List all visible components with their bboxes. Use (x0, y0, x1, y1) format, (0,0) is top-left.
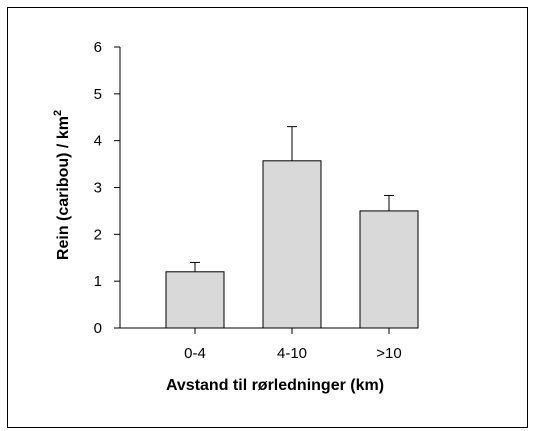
x-tick-label-2: >10 (376, 345, 401, 362)
y-axis-title-superscript: 2 (52, 110, 64, 116)
y-tick-label-1: 1 (94, 273, 102, 290)
bar-2 (359, 210, 419, 329)
error-bars-layer (190, 126, 394, 272)
y-tick-label-4: 4 (94, 133, 102, 150)
y-tick-label-2: 2 (94, 226, 102, 243)
tick-labels-layer: 0-4 4-10 >10 0 1 2 3 4 5 6 (94, 39, 402, 362)
x-tick-label-0: 0-4 (184, 345, 206, 362)
y-tick-label-3: 3 (94, 180, 102, 197)
y-axis-title-main: Rein (caribou) / km (55, 116, 72, 260)
y-tick-label-5: 5 (94, 86, 102, 103)
y-tick-label-0: 0 (94, 320, 102, 337)
axes-layer (114, 46, 400, 334)
bars-layer (165, 160, 419, 329)
y-axis-title: Rein (caribou) / km2 (52, 110, 72, 260)
x-axis-title: Avstand til rørledninger (km) (166, 377, 384, 394)
x-tick-label-1: 4-10 (277, 345, 307, 362)
bar-0 (165, 271, 225, 329)
y-tick-label-6: 6 (94, 39, 102, 56)
bar-1 (262, 160, 322, 329)
